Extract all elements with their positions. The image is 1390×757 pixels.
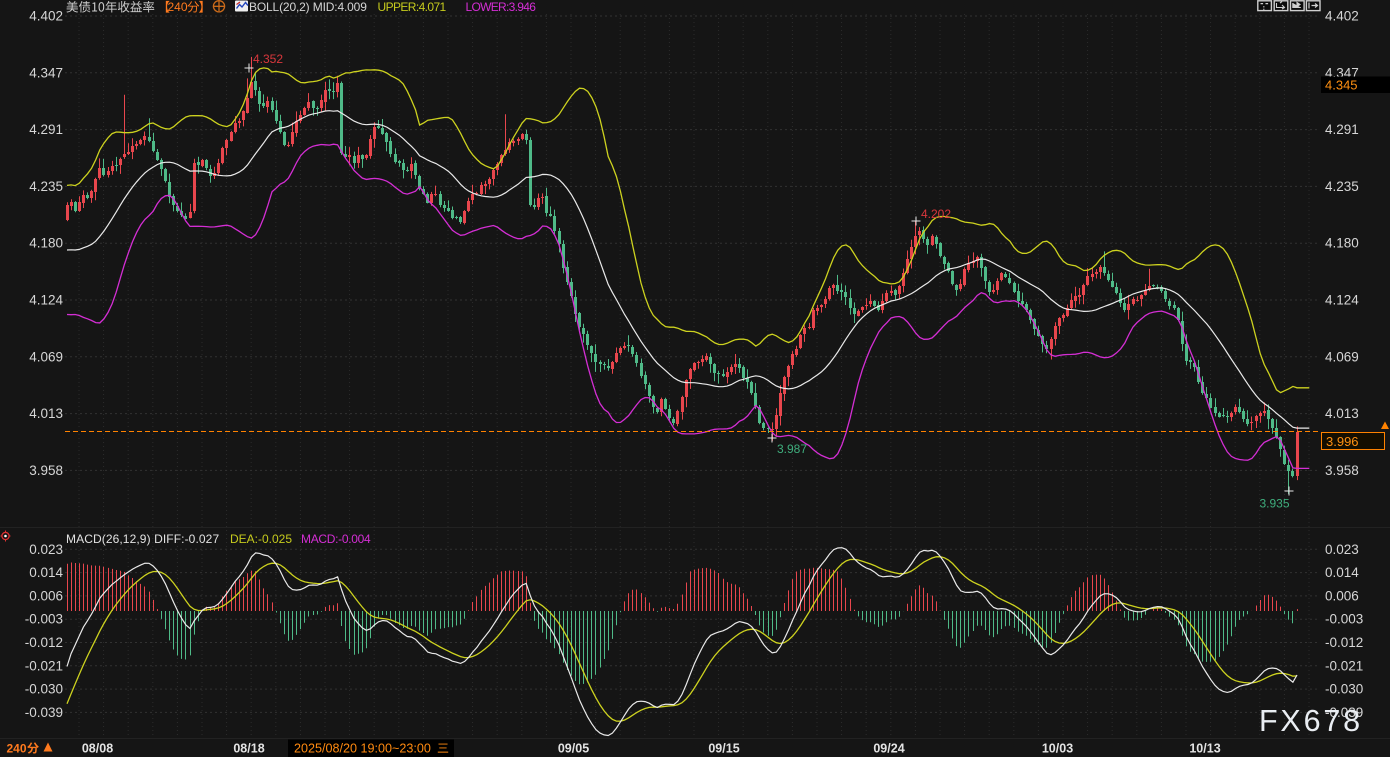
svg-text:10/13: 10/13 xyxy=(1189,742,1220,756)
svg-text:10/03: 10/03 xyxy=(1042,742,1073,756)
svg-text:4.345: 4.345 xyxy=(1325,78,1358,93)
svg-text:09/24: 09/24 xyxy=(873,742,904,756)
svg-text:4.402: 4.402 xyxy=(29,9,63,24)
svg-text:UPPER:4.071: UPPER:4.071 xyxy=(378,0,447,14)
svg-text:-0.012: -0.012 xyxy=(25,635,63,650)
svg-text:0.006: 0.006 xyxy=(1325,588,1359,603)
svg-text:-0.039: -0.039 xyxy=(1325,705,1363,720)
svg-text:4.347: 4.347 xyxy=(29,65,63,80)
svg-text:MACD:-0.004: MACD:-0.004 xyxy=(301,532,371,546)
svg-text:240: 240 xyxy=(7,742,27,756)
svg-text:-0.021: -0.021 xyxy=(1325,658,1363,673)
svg-text:4.235: 4.235 xyxy=(1325,179,1359,194)
svg-text:3.996: 3.996 xyxy=(1326,434,1359,449)
svg-text:3.987: 3.987 xyxy=(777,442,807,456)
svg-text:4.013: 4.013 xyxy=(1325,406,1359,421)
svg-text:0.014: 0.014 xyxy=(1325,565,1359,580)
svg-text:4.124: 4.124 xyxy=(1325,293,1359,308)
svg-text:4.202: 4.202 xyxy=(921,207,951,221)
svg-text:09/15: 09/15 xyxy=(708,742,739,756)
svg-text:4.124: 4.124 xyxy=(29,293,63,308)
svg-text:4.291: 4.291 xyxy=(29,122,63,137)
svg-text:2025/08/20 19:00~23:00: 2025/08/20 19:00~23:00 xyxy=(294,742,431,756)
svg-text:DEA:-0.025: DEA:-0.025 xyxy=(230,532,292,546)
svg-text:4.402: 4.402 xyxy=(1325,9,1359,24)
svg-text:3.935: 3.935 xyxy=(1260,497,1290,511)
svg-text:4.069: 4.069 xyxy=(1325,349,1359,364)
svg-text:08/18: 08/18 xyxy=(233,742,264,756)
svg-text:-0.030: -0.030 xyxy=(1325,682,1363,697)
svg-text:4.069: 4.069 xyxy=(29,349,63,364)
svg-text:0.006: 0.006 xyxy=(29,588,63,603)
svg-text:09/05: 09/05 xyxy=(558,742,589,756)
svg-text:4.291: 4.291 xyxy=(1325,122,1359,137)
svg-text:-0.030: -0.030 xyxy=(25,682,63,697)
svg-text:BOLL(20,2) MID:4.009: BOLL(20,2) MID:4.009 xyxy=(249,0,367,14)
svg-text:-0.021: -0.021 xyxy=(25,658,63,673)
svg-text:-0.003: -0.003 xyxy=(1325,612,1363,627)
svg-text:4.180: 4.180 xyxy=(29,236,63,251)
svg-text:08/08: 08/08 xyxy=(82,742,113,756)
svg-text:0.023: 0.023 xyxy=(1325,542,1359,557)
svg-text:3.958: 3.958 xyxy=(1325,463,1359,478)
svg-text:4.180: 4.180 xyxy=(1325,236,1359,251)
svg-text:MACD(26,12,9) DIFF:-0.027: MACD(26,12,9) DIFF:-0.027 xyxy=(66,532,219,546)
svg-text:FX678: FX678 xyxy=(1259,704,1363,738)
svg-text:-0.039: -0.039 xyxy=(25,705,63,720)
svg-text:4.013: 4.013 xyxy=(29,406,63,421)
svg-text:4.235: 4.235 xyxy=(29,179,63,194)
svg-text:4.352: 4.352 xyxy=(253,52,283,66)
svg-text:0.014: 0.014 xyxy=(29,565,63,580)
svg-text:LOWER:3.946: LOWER:3.946 xyxy=(466,0,537,14)
svg-text:240: 240 xyxy=(168,0,188,14)
svg-text:3.958: 3.958 xyxy=(29,463,63,478)
svg-text:0.023: 0.023 xyxy=(29,542,63,557)
svg-text:-0.003: -0.003 xyxy=(25,612,63,627)
svg-text:-0.012: -0.012 xyxy=(1325,635,1363,650)
